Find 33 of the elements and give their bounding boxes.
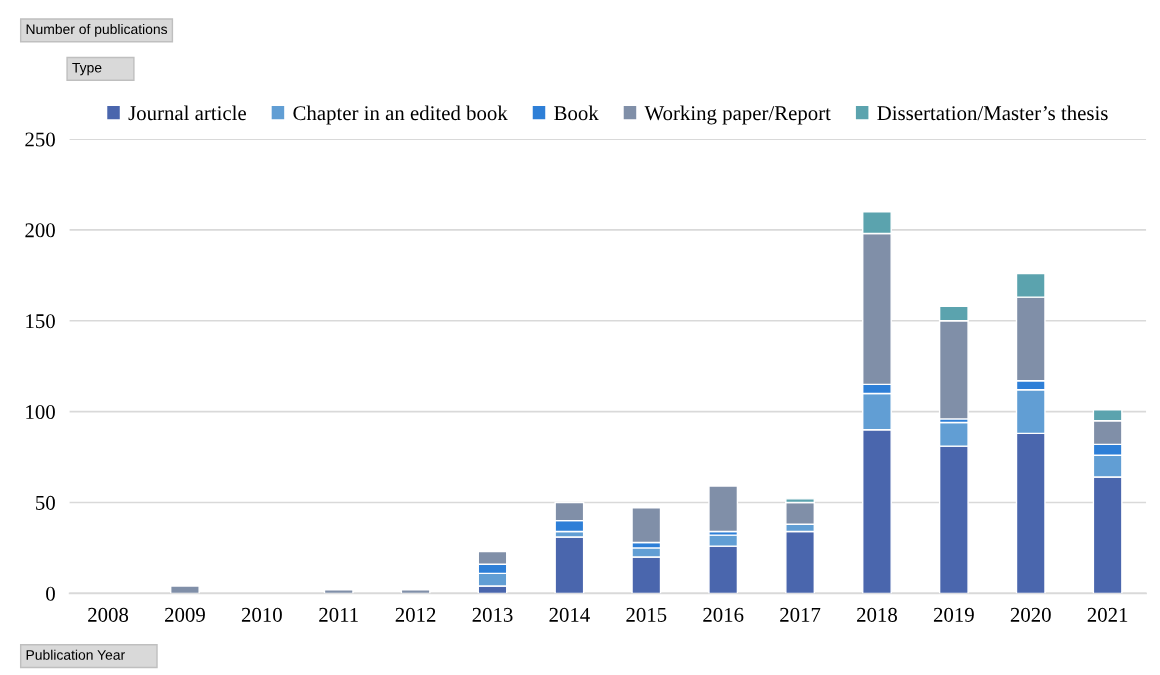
x-tick-label: 2019 [933, 607, 974, 622]
y-tick-label: 200 [25, 223, 55, 238]
x-tick-label: 2021 [1087, 607, 1128, 622]
bar [400, 588, 431, 594]
x-tick-label: 2011 [319, 607, 358, 622]
legend-label: Dissertation/Master’s thesis [877, 105, 1108, 121]
legend-label: Journal article [128, 105, 246, 121]
y-tick-label: 50 [36, 495, 55, 510]
x-tick-label: 2012 [395, 607, 436, 622]
y-tick-label: 150 [26, 314, 55, 329]
legend-label: Book [554, 105, 599, 121]
x-tick-label: 2014 [549, 607, 590, 622]
bar [554, 536, 585, 594]
x-tick-label: 2018 [857, 607, 897, 622]
x-tick-label: 2017 [780, 607, 821, 622]
x-tick-label: 2010 [241, 607, 282, 622]
legend-title: Type [72, 62, 102, 76]
y-tick-label: 100 [26, 404, 55, 420]
legend-label: Chapter in an edited book [293, 105, 508, 125]
bar [170, 585, 200, 594]
x-tick-label: 2015 [626, 607, 667, 622]
bar [323, 588, 354, 594]
bar [708, 485, 739, 533]
x-tick-label: 2009 [165, 607, 205, 622]
x-axis-title: Publication Year [26, 649, 125, 660]
x-tick-label: 2020 [1010, 607, 1051, 622]
x-tick-label: 2016 [703, 607, 744, 622]
legend-label: Working paper/Report [644, 105, 831, 125]
x-tick-label: 2013 [472, 607, 513, 622]
y-tick-label: 0 [46, 586, 55, 601]
y-tick-label: 250 [25, 132, 55, 147]
x-tick-label: 2008 [88, 607, 129, 622]
text: Number of publications [26, 23, 168, 37]
